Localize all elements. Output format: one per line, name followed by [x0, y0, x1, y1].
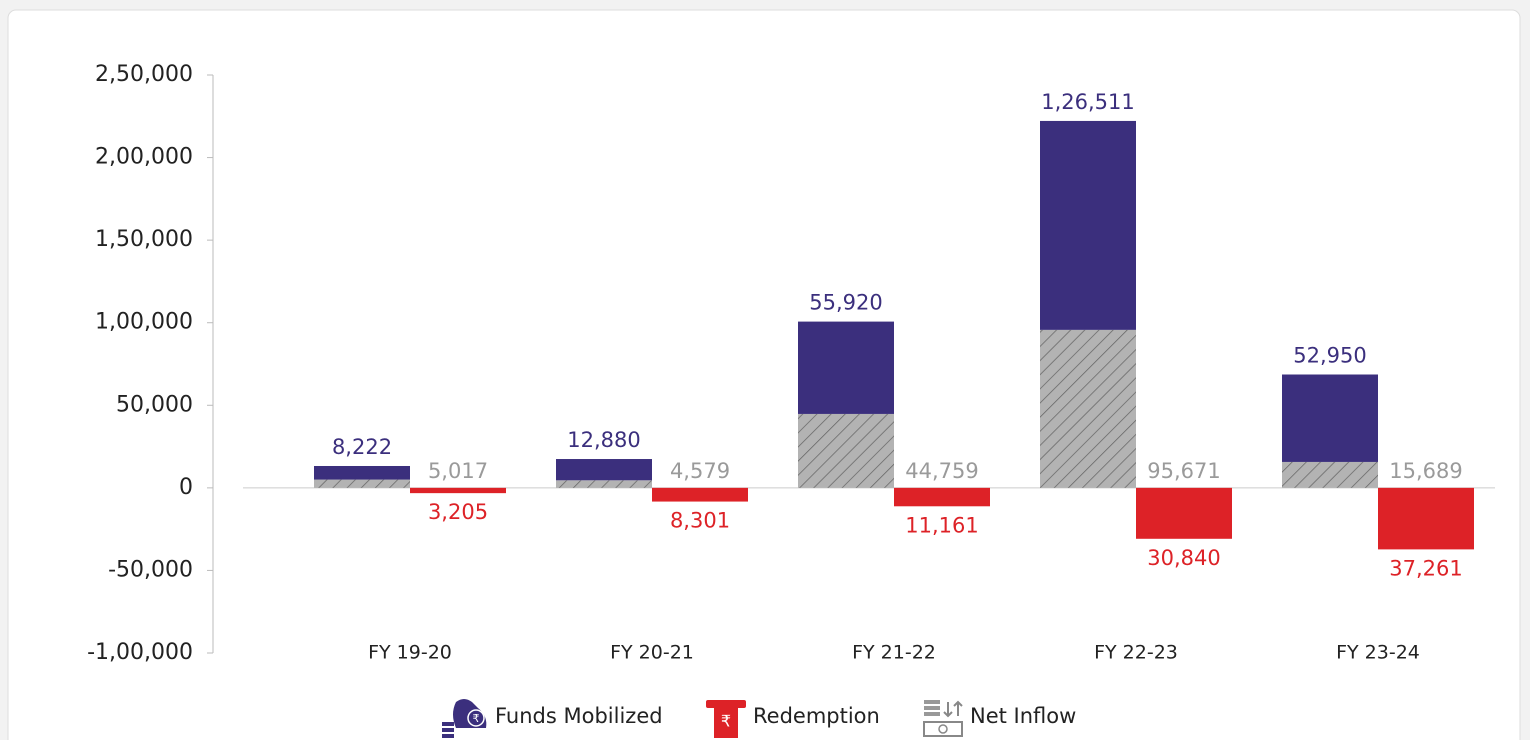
value-label: 3,205 — [428, 500, 488, 524]
bar — [652, 487, 748, 502]
y-tick-label: -50,000 — [108, 557, 193, 582]
value-label: 12,880 — [567, 428, 640, 452]
y-tick-label: 0 — [179, 475, 193, 500]
legend-label: Redemption — [753, 704, 880, 728]
svg-text:₹: ₹ — [721, 712, 731, 731]
value-label: 95,671 — [1147, 459, 1220, 483]
value-label: 1,26,511 — [1041, 90, 1135, 114]
bar — [314, 479, 410, 488]
y-tick-label: 2,50,000 — [95, 62, 193, 87]
value-label: 15,689 — [1389, 459, 1462, 483]
icon-net — [923, 700, 963, 737]
bar — [556, 480, 652, 488]
legend-label: Funds Mobilized — [495, 704, 663, 728]
bar — [894, 487, 990, 507]
y-tick-label: 2,00,000 — [95, 145, 193, 170]
value-label: 4,579 — [670, 459, 730, 483]
y-tick-label: -1,00,000 — [87, 640, 193, 665]
y-tick-label: 1,50,000 — [95, 227, 193, 252]
bar — [410, 487, 506, 494]
card — [7, 9, 1521, 740]
bar — [556, 459, 652, 481]
bar — [314, 465, 410, 480]
value-label: 8,222 — [332, 435, 392, 459]
x-tick-label: FY 19-20 — [368, 642, 452, 664]
bar — [1040, 120, 1136, 330]
bar — [798, 321, 894, 414]
value-label: 11,161 — [905, 513, 978, 537]
value-label: 8,301 — [670, 509, 730, 533]
legend-icons: ₹ ₹ — [442, 699, 963, 738]
bar — [1378, 487, 1474, 550]
y-tick-label: 50,000 — [116, 392, 193, 417]
value-label: 30,840 — [1147, 546, 1220, 570]
value-label: 44,759 — [905, 459, 978, 483]
x-tick-label: FY 21-22 — [852, 642, 936, 664]
x-tick-label: FY 23-24 — [1336, 642, 1420, 664]
value-label: 52,950 — [1293, 344, 1366, 368]
value-label: 55,920 — [809, 291, 882, 315]
y-tick-label: 1,00,000 — [95, 310, 193, 335]
bar — [1136, 487, 1232, 539]
bar — [1040, 329, 1136, 488]
bar — [1282, 461, 1378, 488]
icon-redemption: ₹ — [706, 700, 746, 738]
svg-text:₹: ₹ — [473, 712, 480, 725]
x-tick-label: FY 22-23 — [1094, 642, 1178, 664]
icon-funds: ₹ — [442, 699, 487, 738]
value-label: 37,261 — [1389, 556, 1462, 580]
x-tick-label: FY 20-21 — [610, 642, 694, 664]
value-label: 5,017 — [428, 459, 488, 483]
bar — [1282, 374, 1378, 462]
legend-label: Net Inflow — [970, 704, 1076, 728]
bar — [798, 413, 894, 488]
